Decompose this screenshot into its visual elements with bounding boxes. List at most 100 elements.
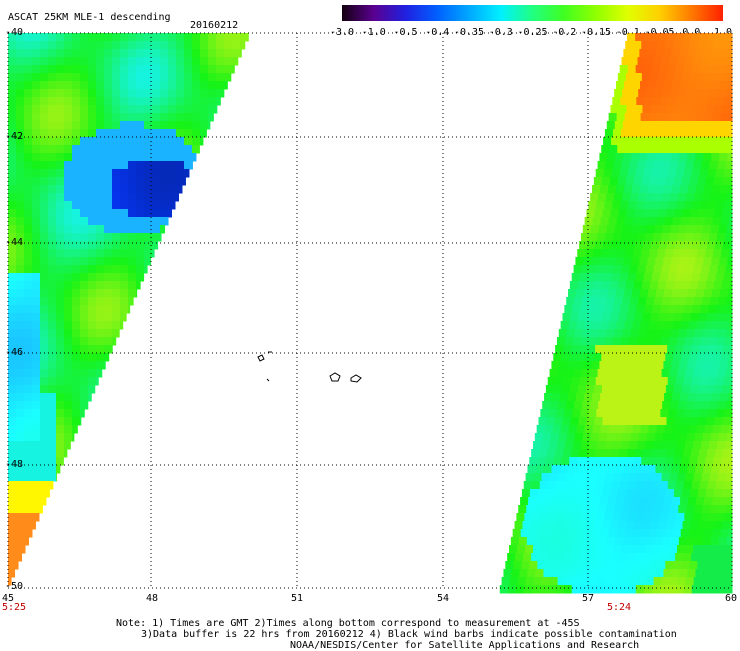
swath-cell-left <box>104 129 113 138</box>
swath-cell-right <box>586 313 596 322</box>
map-title: ASCAT 25KM MLE-1 descending <box>8 12 171 23</box>
swath-cell-right <box>667 377 677 386</box>
swath-cell-left <box>24 241 33 250</box>
swath-cell-right <box>564 409 573 418</box>
swath-cell-right <box>580 337 590 346</box>
swath-cell-left <box>144 209 153 218</box>
swath-cell-right <box>617 145 626 154</box>
swath-cell-right <box>713 353 722 362</box>
swath-cell-right <box>676 513 685 522</box>
swath-cell-left <box>120 121 129 130</box>
swath-cell-right <box>709 577 719 586</box>
swath-cell-left <box>8 385 17 394</box>
swath-cell-right <box>537 561 546 570</box>
swath-cell-right <box>647 49 656 58</box>
lat-label: -46 <box>5 347 24 358</box>
swath-cell-right <box>710 225 720 234</box>
swath-cell-right <box>598 537 608 546</box>
swath-cell-right <box>702 329 712 338</box>
swath-cell-left <box>16 169 25 178</box>
swath-cell-right <box>704 321 714 330</box>
swath-cell-left <box>120 273 129 282</box>
swath-cell-right <box>571 449 580 458</box>
swath-cell-right <box>683 449 692 458</box>
swath-cell-right <box>574 537 584 546</box>
swath-cell-right <box>642 313 652 322</box>
swath-cell-right <box>691 169 701 178</box>
swath-cell-right <box>611 553 620 562</box>
swath-cell-left <box>96 377 99 386</box>
swath-cell-right <box>697 561 706 570</box>
swath-cell-right <box>609 249 618 258</box>
swath-cell-right <box>662 401 671 410</box>
swath-cell-left <box>72 81 81 90</box>
swath-cell-left <box>152 177 161 186</box>
swath-cell-right <box>684 201 693 210</box>
swath-cell-left <box>112 265 121 274</box>
swath-cell-left <box>64 257 73 266</box>
swath-cell-left <box>8 201 17 210</box>
swath-cell-right <box>707 273 717 282</box>
swath-cell-right <box>714 209 723 218</box>
swath-cell-right <box>719 569 728 578</box>
swath-cell-right <box>580 305 589 314</box>
swath-cell-right <box>701 161 711 170</box>
swath-cell-left <box>96 225 105 234</box>
swath-cell-left <box>40 49 49 58</box>
swath-cell-left <box>112 329 120 338</box>
swath-cell-right <box>521 561 530 570</box>
colorbar <box>342 5 723 21</box>
swath-cell-right <box>656 497 665 506</box>
swath-cell-left <box>32 89 41 98</box>
swath-cell-right <box>681 561 690 570</box>
swath-cell-right <box>612 545 622 554</box>
swath-cell-right <box>630 537 640 546</box>
swath-cell-right <box>654 433 664 442</box>
swath-cell-left <box>168 161 177 170</box>
swath-cell-right <box>577 249 586 258</box>
swath-cell-right <box>635 137 644 146</box>
swath-cell-left <box>16 121 25 130</box>
swath-cell-right <box>619 481 629 490</box>
swath-cell-left <box>168 185 177 194</box>
swath-cell-right <box>627 377 637 386</box>
swath-cell-right <box>619 137 628 146</box>
swath-cell-right <box>714 417 724 426</box>
swath-cell-right <box>680 529 690 538</box>
swath-cell-right <box>595 345 604 354</box>
swath-cell-right <box>591 465 600 474</box>
swath-cell-right <box>640 289 649 298</box>
swath-cell-right <box>688 217 698 226</box>
swath-cell-left <box>160 209 169 218</box>
swath-cell-left <box>64 313 73 322</box>
swath-cell-left <box>80 281 89 290</box>
swath-cell-left <box>136 33 145 42</box>
swath-cell-left <box>88 345 97 354</box>
swath-cell-left <box>96 57 105 66</box>
swath-cell-right <box>655 153 664 162</box>
swath-cell-left <box>32 369 41 378</box>
swath-cell-left <box>88 369 97 378</box>
swath-cell-left <box>112 41 121 50</box>
swath-cell-left <box>32 161 41 170</box>
swath-cell-right <box>644 409 653 418</box>
swath-cell-right <box>537 457 546 466</box>
swath-cell-right <box>630 505 639 514</box>
swath-cell-left <box>80 249 89 258</box>
swath-cell-right <box>651 345 660 354</box>
swath-cell-left <box>48 393 57 402</box>
swath-cell-right <box>670 225 680 234</box>
swath-cell-left <box>16 41 25 50</box>
swath-cell-right <box>611 273 621 282</box>
swath-cell-left <box>24 505 33 514</box>
swath-layer <box>8 33 733 594</box>
swath-cell-right <box>703 49 712 58</box>
swath-cell-right <box>693 265 703 274</box>
swath-cell-left <box>80 289 89 298</box>
swath-cell-right <box>593 281 603 290</box>
swath-cell-right <box>687 361 696 370</box>
swath-cell-left <box>184 137 193 146</box>
swath-cell-left <box>24 473 33 482</box>
swath-cell-right <box>582 225 592 234</box>
swath-cell-right <box>556 545 566 554</box>
